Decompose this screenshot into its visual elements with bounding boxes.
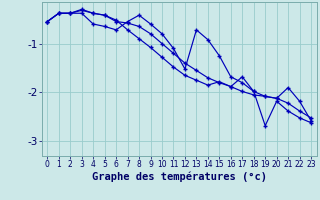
X-axis label: Graphe des températures (°c): Graphe des températures (°c) [92,172,267,182]
